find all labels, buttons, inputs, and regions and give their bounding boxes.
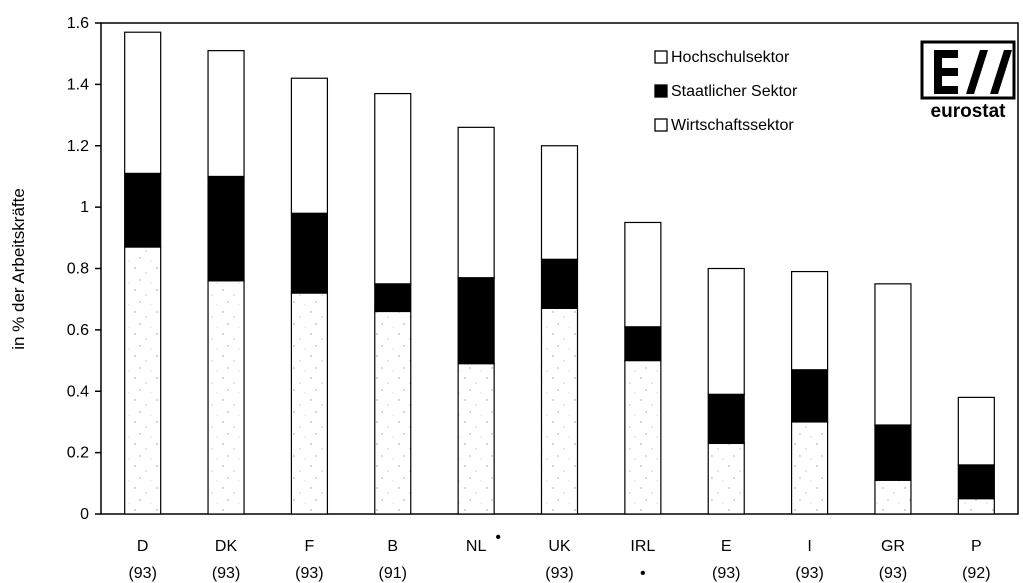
bar-segment-staatlicher-sektor-f: [290, 212, 329, 294]
x-tick-label: GR: [881, 538, 905, 555]
bar-segment-wirtschaftssektor-f: [290, 292, 329, 515]
x-tick-label: DK: [215, 538, 238, 555]
y-axis-label: in % der Arbeitskräfte: [9, 188, 28, 350]
y-tick-label: 1.4: [67, 76, 89, 93]
y-tick-label: 0.4: [67, 383, 89, 400]
bar-segment-hochschulsektor-i: [790, 270, 829, 371]
bar-segment-staatlicher-sektor-p: [957, 464, 995, 500]
bar-segment-hochschulsektor-b: [374, 92, 412, 285]
bar-segment-hochschulsektor-gr: [874, 283, 912, 426]
bar-segment-wirtschaftssektor-p: [957, 498, 995, 515]
x-tick-year: (92): [962, 565, 990, 582]
bar-segment-staatlicher-sektor-irl: [624, 326, 662, 362]
bar-segment-hochschulsektor-f: [290, 77, 329, 214]
y-tick-label: 1: [80, 199, 89, 216]
legend-label: Hochschulsektor: [671, 49, 790, 66]
x-tick-label: UK: [548, 538, 571, 555]
bar-segment-wirtschaftssektor-b: [374, 310, 412, 515]
x-tick-mark-footnote: •: [495, 529, 501, 546]
x-tick-year: •: [640, 565, 646, 582]
legend-label: Wirtschaftssektor: [671, 117, 794, 134]
x-tick-year: (93): [128, 565, 156, 582]
bar-segment-staatlicher-sektor-nl: [457, 277, 495, 365]
bar-segment-hochschulsektor-e: [707, 267, 745, 395]
x-tick-label: P: [971, 538, 982, 555]
bar-segment-wirtschaftssektor-d: [124, 246, 162, 515]
legend-label: Staatlicher Sektor: [671, 83, 798, 100]
bar-segment-wirtschaftssektor-nl: [457, 363, 495, 515]
x-tick-label: E: [721, 538, 732, 555]
legend-swatch: [654, 84, 668, 98]
y-axis-ticks: 0 0.2 0.4 0.6 0.8 1 1.2 1.4 1.6: [67, 15, 101, 523]
bar-segment-staatlicher-sektor-d: [124, 172, 162, 248]
y-tick-label: 1.6: [67, 15, 89, 32]
legend-swatch: [654, 50, 668, 64]
x-tick-label: I: [807, 538, 811, 555]
bar-segment-hochschulsektor-p: [957, 396, 995, 466]
y-tick-label: 0: [80, 506, 89, 523]
x-tick-year: (91): [379, 565, 407, 582]
bar-segment-staatlicher-sektor-dk: [207, 175, 245, 282]
x-tick-label: B: [387, 538, 398, 555]
bar-segment-hochschulsektor-irl: [624, 221, 662, 328]
bar-segment-staatlicher-sektor-uk: [540, 258, 579, 309]
bar-segment-hochschulsektor-dk: [207, 50, 245, 178]
bar-segment-wirtschaftssektor-gr: [874, 479, 912, 515]
bar-segment-wirtschaftssektor-uk: [540, 307, 579, 515]
eurostat-logo: eurostat: [920, 40, 1016, 122]
y-tick-label: 1.2: [67, 138, 89, 155]
x-tick-year: (93): [545, 565, 573, 582]
eurostat-logo-text: eurostat: [931, 101, 1007, 122]
x-tick-year: (93): [295, 565, 323, 582]
x-tick-year: (93): [212, 565, 240, 582]
eurostat-logo-icon: [920, 40, 1016, 100]
bar-segment-hochschulsektor-uk: [540, 145, 579, 260]
bar-segment-wirtschaftssektor-e: [707, 442, 745, 515]
bar-segment-staatlicher-sektor-b: [374, 283, 412, 313]
bars: [124, 31, 995, 515]
bar-segment-wirtschaftssektor-irl: [624, 359, 662, 515]
legend-swatch: [654, 118, 668, 132]
x-tick-year: (93): [795, 565, 823, 582]
bar-segment-staatlicher-sektor-gr: [874, 424, 912, 481]
x-tick-label: NL: [466, 538, 487, 555]
bar-segment-staatlicher-sektor-i: [790, 369, 829, 423]
bar-segment-hochschulsektor-d: [124, 31, 162, 174]
bar-segment-staatlicher-sektor-e: [707, 393, 745, 445]
bar-segment-wirtschaftssektor-dk: [207, 280, 245, 515]
y-tick-label: 0.6: [67, 322, 89, 339]
x-tick-label: F: [305, 538, 315, 555]
bar-segment-wirtschaftssektor-i: [790, 421, 829, 515]
x-tick-year: (93): [712, 565, 740, 582]
x-tick-year: (93): [879, 565, 907, 582]
x-tick-label: D: [137, 538, 149, 555]
x-axis-labels: D (93) DK (93) F (93) B (91) NL • UK (93) IRL • E (93) I…: [128, 529, 990, 582]
y-tick-label: 0.2: [67, 445, 89, 462]
bar-segment-hochschulsektor-nl: [457, 126, 495, 279]
legend: Hochschulsektor Staatlicher Sektor Wirtsch…: [654, 49, 798, 134]
x-tick-label: IRL: [630, 538, 655, 555]
y-tick-label: 0.8: [67, 261, 89, 278]
